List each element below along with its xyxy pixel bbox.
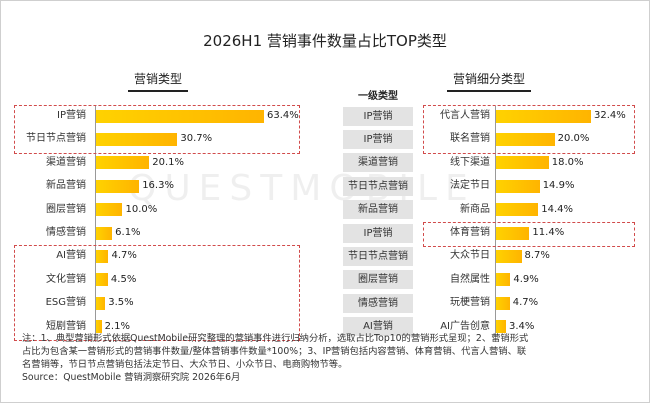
right-subtitle: 营销细分类型 xyxy=(447,70,531,92)
left-category-label: IP营销 xyxy=(57,110,86,121)
parent-category-cell: 圈层营销 xyxy=(343,270,413,290)
right-value-label: 4.9% xyxy=(513,273,539,285)
right-value-label: 11.4% xyxy=(532,227,565,238)
left-bar xyxy=(96,273,108,287)
right-category-label: 自然属性 xyxy=(450,273,490,285)
right-value-label: 32.4% xyxy=(594,110,626,121)
left-highlight-box xyxy=(14,245,300,341)
left-value-label: 10.0% xyxy=(125,203,158,215)
right-bar xyxy=(496,132,555,146)
right-subtitle-text: 营销细分类型 xyxy=(452,72,525,86)
parent-category-cell: 节日节点营销 xyxy=(343,176,413,196)
source-line: Source：QuestMobile 营销洞察研究院 2026年6月 xyxy=(22,372,241,383)
footnote: 注：1、典型营销形式依据QuestMobile研究整理的营销事件进行归纳分析，选… xyxy=(22,332,630,384)
left-bar xyxy=(96,179,140,193)
left-value-label: 3.5% xyxy=(108,297,134,309)
right-value-label: 3.4% xyxy=(508,320,535,332)
left-subtitle: 营销类型 xyxy=(128,70,188,92)
left-value-label: 20.1% xyxy=(152,156,185,168)
left-value-label: 16.3% xyxy=(142,180,174,192)
right-category-label: 法定节日 xyxy=(450,180,490,192)
parent-category-cell: 渠道营销 xyxy=(343,153,413,173)
parent-category-cell: 新品营销 xyxy=(343,200,413,220)
right-category-label: 新商品 xyxy=(460,203,490,215)
chart-title: 2026H1 营销事件数量占比TOP类型 xyxy=(203,32,447,50)
right-bar xyxy=(496,156,549,170)
parent-category-cell: IP营销 xyxy=(343,106,413,126)
right-value-label: 8.7% xyxy=(524,250,550,262)
left-value-label: 6.1% xyxy=(115,227,141,238)
parent-category-cell: 情感营销 xyxy=(343,293,413,313)
left-highlight-box xyxy=(14,105,300,154)
right-value-label: 14.4% xyxy=(541,203,573,215)
right-category-label: 玩梗营销 xyxy=(450,297,490,309)
left-bar xyxy=(96,109,264,123)
right-value-label: 20.0% xyxy=(557,133,590,145)
right-category-label: 大众节日 xyxy=(450,250,490,262)
right-bar xyxy=(496,320,506,334)
right-bar xyxy=(496,273,511,287)
left-value-label: 4.7% xyxy=(111,250,137,262)
right-value-label: 14.9% xyxy=(542,180,575,192)
right-category-label: 代言人营销 xyxy=(440,110,490,121)
right-highlight-box xyxy=(423,222,635,248)
left-bar xyxy=(96,132,178,146)
parent-category-cell: 节日节点营销 xyxy=(343,246,413,266)
right-value-label: 18.0% xyxy=(551,156,584,168)
right-bar xyxy=(496,203,539,217)
left-bar xyxy=(96,249,109,263)
right-category-label: 联名营销 xyxy=(450,133,490,145)
parent-category-cell: IP营销 xyxy=(343,129,413,149)
left-bar xyxy=(96,203,123,217)
footnote-line-3: 名营销等，节日节点营销包括法定节日、大众节日、小众节日、电商购物节等。 xyxy=(22,359,348,370)
right-category-label: AI广告创意 xyxy=(440,320,490,332)
footnote-line-1: 注：1、典型营销形式依据QuestMobile研究整理的营销事件进行归纳分析，选… xyxy=(22,333,529,344)
footnote-line-2: 占比为包含某一营销形式的营销事件数量/整体营销事件数量*100%；3、IP营销包… xyxy=(22,346,527,357)
left-category-label: 渠道营销 xyxy=(46,156,86,168)
left-axis-line xyxy=(95,106,96,342)
left-bar xyxy=(96,226,113,240)
left-category-label: ESG营销 xyxy=(45,297,86,309)
right-value-label: 4.7% xyxy=(512,297,539,309)
right-bar xyxy=(496,296,510,310)
right-bar xyxy=(496,249,522,263)
right-highlight-box xyxy=(423,105,635,154)
left-bar xyxy=(96,156,150,170)
left-value-label: 4.5% xyxy=(110,273,137,285)
left-category-label: AI营销 xyxy=(56,250,86,262)
right-axis-line xyxy=(495,106,496,342)
left-category-label: 短剧营销 xyxy=(46,320,86,332)
left-value-label: 2.1% xyxy=(104,320,130,332)
left-bar xyxy=(96,296,106,310)
left-category-label: 新品营销 xyxy=(46,180,86,192)
left-value-label: 30.7% xyxy=(180,133,213,145)
right-bar xyxy=(496,179,540,193)
parent-category-cell: IP营销 xyxy=(343,223,413,243)
left-subtitle-underline xyxy=(128,90,188,92)
left-category-label: 情感营销 xyxy=(46,227,86,238)
right-bar xyxy=(496,226,530,240)
right-category-label: 线下渠道 xyxy=(450,156,490,168)
left-value-label: 63.4% xyxy=(267,110,299,121)
parent-category-cell: AI营销 xyxy=(343,317,413,337)
category-header: 一级类型 xyxy=(358,91,398,102)
left-category-label: 圈层营销 xyxy=(46,203,86,215)
right-category-label: 体育营销 xyxy=(450,227,490,238)
left-category-label: 文化营销 xyxy=(46,273,86,285)
right-bar xyxy=(496,109,591,123)
left-category-label: 节日节点营销 xyxy=(26,133,86,145)
right-subtitle-underline xyxy=(447,90,531,92)
left-subtitle-text: 营销类型 xyxy=(133,72,182,86)
left-bar xyxy=(96,320,102,334)
